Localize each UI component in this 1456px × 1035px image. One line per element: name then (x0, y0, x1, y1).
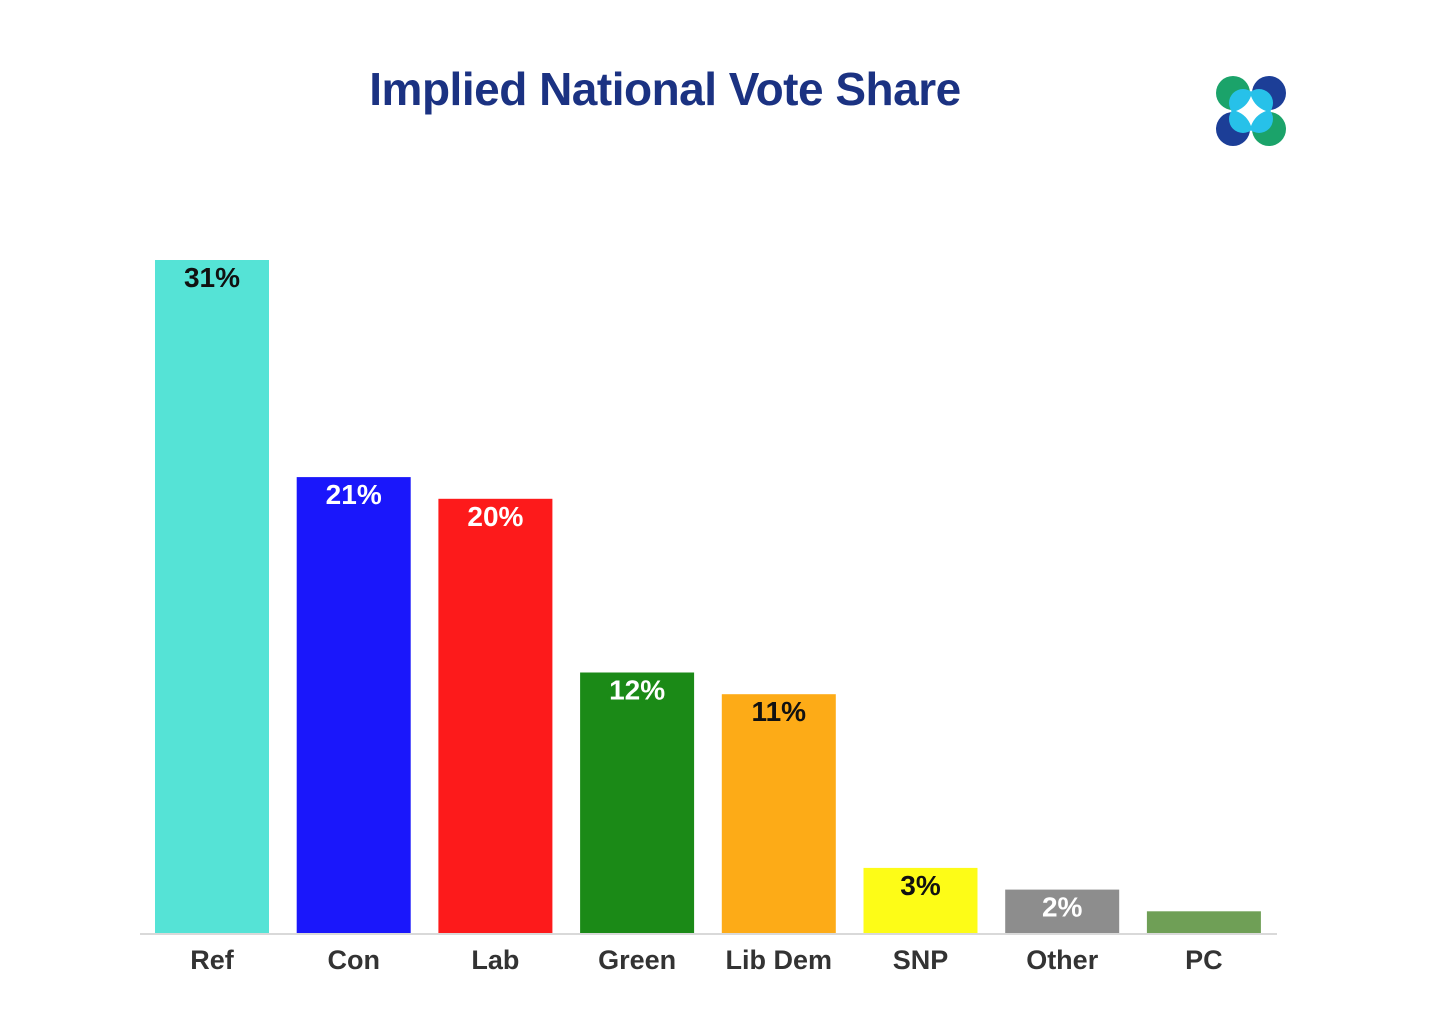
bar-con (296, 477, 411, 933)
categories-layer: Ref Con Lab Green Lib Dem SNP Other PC (190, 945, 1222, 975)
data-label-lib-dem: 11% (752, 696, 807, 727)
x-tick-label-con: Con (327, 945, 379, 975)
bar-other (1005, 889, 1120, 933)
data-label-snp: 3% (900, 870, 941, 901)
x-tick-label-pc: PC (1185, 945, 1223, 975)
data-label-green: 12% (609, 675, 665, 706)
x-tick-label-other: Other (1026, 945, 1099, 975)
bar-lib-dem (721, 694, 836, 933)
data-label-ref: 31% (184, 262, 240, 293)
x-tick-label-lib-dem: Lib Dem (726, 945, 833, 975)
data-label-con: 21% (326, 479, 382, 510)
data-label-lab: 20% (467, 501, 523, 532)
chart-title: Implied National Vote Share (369, 63, 961, 115)
four-petal-logo-icon (1216, 76, 1286, 146)
labels-layer: 31% 21% 20% 12% 11% 3% 2% (181, 259, 1086, 926)
x-tick-label-green: Green (598, 945, 676, 975)
x-tick-label-ref: Ref (190, 945, 235, 975)
bar-pc (1146, 911, 1261, 933)
x-tick-label-snp: SNP (893, 945, 949, 975)
x-tick-label-lab: Lab (471, 945, 519, 975)
bars-layer (155, 260, 1261, 933)
bar-ref (155, 260, 269, 933)
bar-lab (438, 498, 553, 933)
bar-green (580, 672, 695, 933)
bar-snp (863, 867, 978, 933)
logo-center-gap (1236, 96, 1266, 126)
data-label-other: 2% (1042, 892, 1083, 923)
